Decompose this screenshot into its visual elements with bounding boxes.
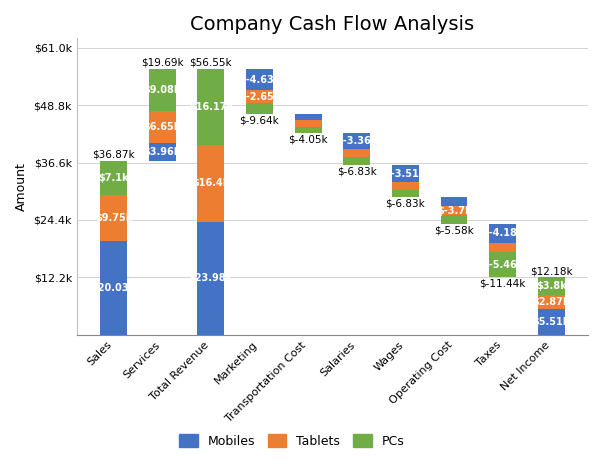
Text: $16.4k: $16.4k <box>192 179 230 188</box>
Text: $3.8k: $3.8k <box>536 281 567 292</box>
Bar <box>246 69 273 91</box>
Bar <box>441 215 467 224</box>
Text: $7.1k: $7.1k <box>98 173 129 183</box>
Text: $-4.63k: $-4.63k <box>239 74 280 85</box>
Bar <box>490 252 516 278</box>
Bar <box>538 309 565 335</box>
Text: $-5.46k: $-5.46k <box>482 259 523 270</box>
Text: $20.03k: $20.03k <box>92 283 136 292</box>
Text: $5.51k: $5.51k <box>532 317 570 327</box>
Text: $56.55k: $56.55k <box>189 57 232 67</box>
Text: $-3.36k: $-3.36k <box>336 136 377 146</box>
Bar <box>100 240 127 335</box>
Bar <box>149 69 175 112</box>
Legend: Mobiles, Tablets, PCs: Mobiles, Tablets, PCs <box>174 430 409 453</box>
Bar <box>197 69 224 145</box>
Bar <box>538 278 565 295</box>
Text: $36.87k: $36.87k <box>92 150 135 160</box>
Text: $-6.83k: $-6.83k <box>337 166 377 177</box>
Bar <box>343 149 370 157</box>
Bar <box>197 145 224 222</box>
Y-axis label: Amount: Amount <box>15 162 28 211</box>
Bar <box>343 133 370 149</box>
Title: Company Cash Flow Analysis: Company Cash Flow Analysis <box>191 15 475 34</box>
Text: $9.08k: $9.08k <box>144 85 181 95</box>
Text: $9.75k: $9.75k <box>95 213 132 223</box>
Bar <box>100 195 127 240</box>
Text: $-6.83k: $-6.83k <box>385 199 425 209</box>
Bar <box>295 127 321 133</box>
Bar <box>246 91 273 103</box>
Text: $-4.05k: $-4.05k <box>288 134 328 145</box>
Text: $-11.44k: $-11.44k <box>479 279 526 289</box>
Bar <box>490 224 516 243</box>
Bar <box>538 295 565 309</box>
Bar <box>392 190 419 197</box>
Bar <box>343 157 370 165</box>
Text: $-2.65k: $-2.65k <box>239 92 280 102</box>
Text: $-4.18k: $-4.18k <box>482 228 523 239</box>
Text: $3.96k: $3.96k <box>144 147 181 157</box>
Bar <box>295 120 321 127</box>
Text: $-9.64k: $-9.64k <box>239 115 279 126</box>
Bar <box>246 103 273 114</box>
Text: $16.17k: $16.17k <box>189 102 233 112</box>
Text: $-3.7k: $-3.7k <box>437 206 472 215</box>
Text: $2.87k: $2.87k <box>532 297 570 307</box>
Bar <box>149 143 175 161</box>
Text: $6.65k: $6.65k <box>144 122 181 132</box>
Bar <box>441 206 467 215</box>
Text: $-3.51k: $-3.51k <box>385 168 426 179</box>
Bar <box>197 222 224 335</box>
Bar <box>149 112 175 143</box>
Bar <box>392 165 419 182</box>
Text: $12.18k: $12.18k <box>530 266 573 276</box>
Bar <box>490 243 516 252</box>
Text: $19.69k: $19.69k <box>141 57 183 67</box>
Bar <box>100 161 127 195</box>
Bar <box>441 197 467 206</box>
Bar <box>392 182 419 190</box>
Bar <box>295 114 321 120</box>
Text: $-5.58k: $-5.58k <box>434 225 474 235</box>
Text: $23.98k: $23.98k <box>189 273 233 283</box>
